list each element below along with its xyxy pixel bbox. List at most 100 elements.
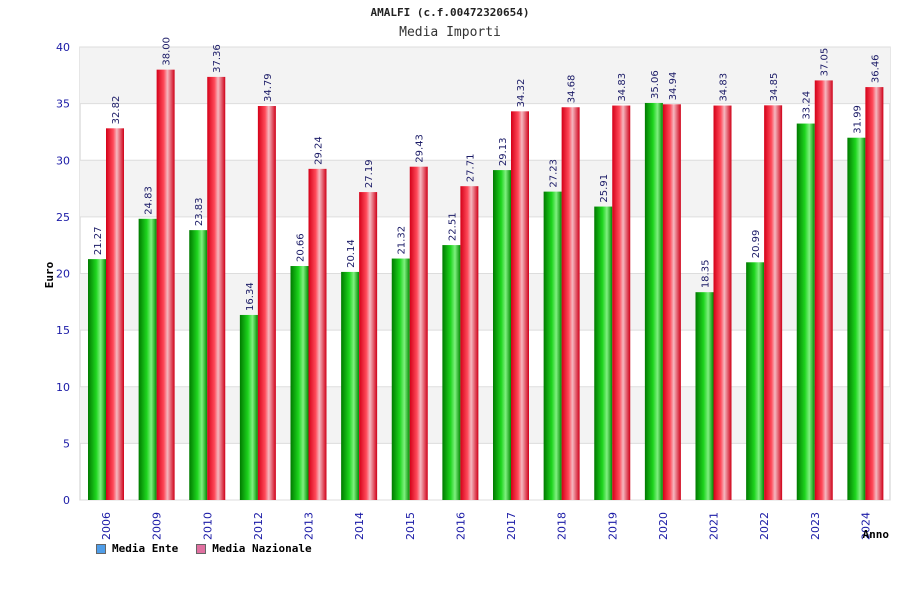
data-label-nazionale: 37.36 — [212, 44, 223, 73]
bar-media-ente — [493, 170, 511, 500]
y-axis-title: Euro — [43, 261, 56, 288]
data-label-nazionale: 34.83 — [719, 73, 730, 102]
x-tick-label: 2010 — [201, 512, 214, 540]
x-tick-label: 2014 — [353, 512, 366, 540]
chart-title: AMALFI (c.f.00472320654) — [370, 6, 530, 19]
data-label-nazionale: 29.24 — [314, 136, 325, 165]
bar-media-ente — [442, 245, 461, 500]
bar-media-nazionale — [156, 69, 175, 501]
bar-media-ente — [746, 262, 765, 500]
x-tick-label: 2021 — [708, 512, 721, 540]
bar-media-ente — [543, 191, 562, 501]
data-label-ente: 24.83 — [144, 186, 155, 215]
legend-swatch-nazionale — [196, 543, 207, 554]
y-tick-label: 20 — [56, 268, 70, 281]
data-label-nazionale: 27.19 — [364, 159, 375, 188]
data-label-nazionale: 32.82 — [111, 96, 122, 125]
x-tick-label: 2023 — [809, 512, 822, 540]
x-tick-label: 2015 — [404, 512, 417, 540]
x-tick-label: 2022 — [758, 512, 771, 540]
bar-media-nazionale — [257, 106, 276, 501]
y-tick-label: 35 — [56, 98, 70, 111]
x-tick-label: 2024 — [859, 512, 872, 540]
x-tick-label: 2018 — [556, 512, 569, 540]
y-tick-label: 40 — [56, 41, 70, 54]
data-label-ente: 20.66 — [296, 233, 307, 262]
bar-media-ente — [290, 266, 309, 500]
data-label-nazionale: 34.94 — [668, 72, 679, 101]
data-label-ente: 20.14 — [346, 239, 357, 268]
bar-media-nazionale — [460, 186, 479, 500]
bar-media-ente — [695, 292, 714, 500]
data-label-nazionale: 34.32 — [516, 79, 527, 108]
y-tick-label: 0 — [63, 494, 70, 507]
data-label-ente: 21.27 — [93, 226, 104, 255]
data-label-ente: 22.51 — [447, 212, 458, 241]
data-label-ente: 21.32 — [397, 226, 408, 255]
data-label-ente: 20.99 — [751, 230, 762, 259]
bar-media-ente — [847, 137, 866, 500]
bar-media-nazionale — [409, 166, 428, 500]
bar-media-nazionale — [612, 105, 631, 501]
bar-media-nazionale — [511, 111, 529, 501]
x-axis-title: Anno — [863, 528, 890, 541]
legend: Media Ente Media Nazionale — [96, 542, 312, 555]
x-tick-label: 2006 — [100, 512, 113, 540]
chart-subtitle: Media Importi — [399, 25, 501, 40]
bar-media-ente — [239, 314, 258, 500]
data-label-nazionale: 37.05 — [820, 48, 831, 77]
legend-label-nazionale: Media Nazionale — [212, 542, 312, 555]
bar-media-nazionale — [814, 80, 833, 500]
x-tick-label: 2019 — [606, 512, 619, 540]
data-label-nazionale: 34.85 — [769, 73, 780, 102]
data-label-nazionale: 38.00 — [162, 37, 173, 66]
bar-media-ente — [644, 102, 663, 501]
bar-media-nazionale — [359, 192, 378, 501]
x-tick-label: 2020 — [657, 512, 670, 540]
data-label-ente: 35.06 — [650, 70, 661, 99]
y-tick-label: 10 — [56, 381, 70, 394]
legend-label-ente: Media Ente — [112, 542, 179, 555]
bar-media-ente — [796, 123, 815, 500]
y-tick-label: 25 — [56, 211, 70, 224]
data-label-nazionale: 34.79 — [263, 73, 274, 102]
legend-swatch-ente — [96, 543, 106, 554]
bar-media-nazionale — [662, 104, 681, 500]
data-label-ente: 31.99 — [852, 105, 863, 134]
bar-media-nazionale — [106, 128, 124, 500]
legend-item-nazionale: Media Nazionale — [196, 542, 312, 555]
bar-media-nazionale — [713, 105, 732, 501]
y-tick-label: 5 — [63, 437, 70, 450]
data-label-ente: 16.34 — [245, 282, 256, 311]
bar-media-nazionale — [764, 105, 783, 500]
data-label-nazionale: 36.46 — [870, 54, 881, 83]
bar-media-ente — [594, 206, 613, 500]
data-label-nazionale: 27.71 — [465, 154, 476, 183]
x-tick-label: 2016 — [454, 512, 467, 540]
data-label-nazionale: 29.43 — [415, 134, 426, 163]
data-label-ente: 29.13 — [498, 137, 509, 166]
data-label-nazionale: 34.68 — [567, 75, 578, 104]
x-tick-label: 2017 — [505, 512, 518, 540]
bar-media-ente — [189, 230, 208, 500]
data-label-ente: 27.23 — [549, 159, 560, 188]
x-tick-label: 2013 — [303, 512, 316, 540]
bar-media-ente — [88, 259, 106, 500]
bar-media-nazionale — [308, 168, 327, 500]
data-label-ente: 33.24 — [802, 91, 813, 120]
bar-media-ente — [138, 218, 157, 501]
data-label-ente: 18.35 — [701, 260, 712, 289]
bar-media-nazionale — [207, 76, 226, 500]
x-tick-label: 2012 — [252, 512, 265, 540]
data-label-ente: 25.91 — [599, 174, 610, 203]
legend-item-ente: Media Ente — [96, 542, 178, 555]
bar-media-ente — [341, 271, 360, 500]
x-tick-label: 2009 — [151, 512, 164, 540]
data-label-nazionale: 34.83 — [617, 73, 628, 102]
bar-media-nazionale — [561, 107, 580, 501]
y-tick-label: 30 — [56, 154, 70, 167]
bar-media-ente — [391, 258, 410, 500]
y-tick-label: 15 — [56, 324, 70, 337]
data-label-ente: 23.83 — [194, 197, 205, 226]
bar-media-nazionale — [865, 87, 884, 500]
